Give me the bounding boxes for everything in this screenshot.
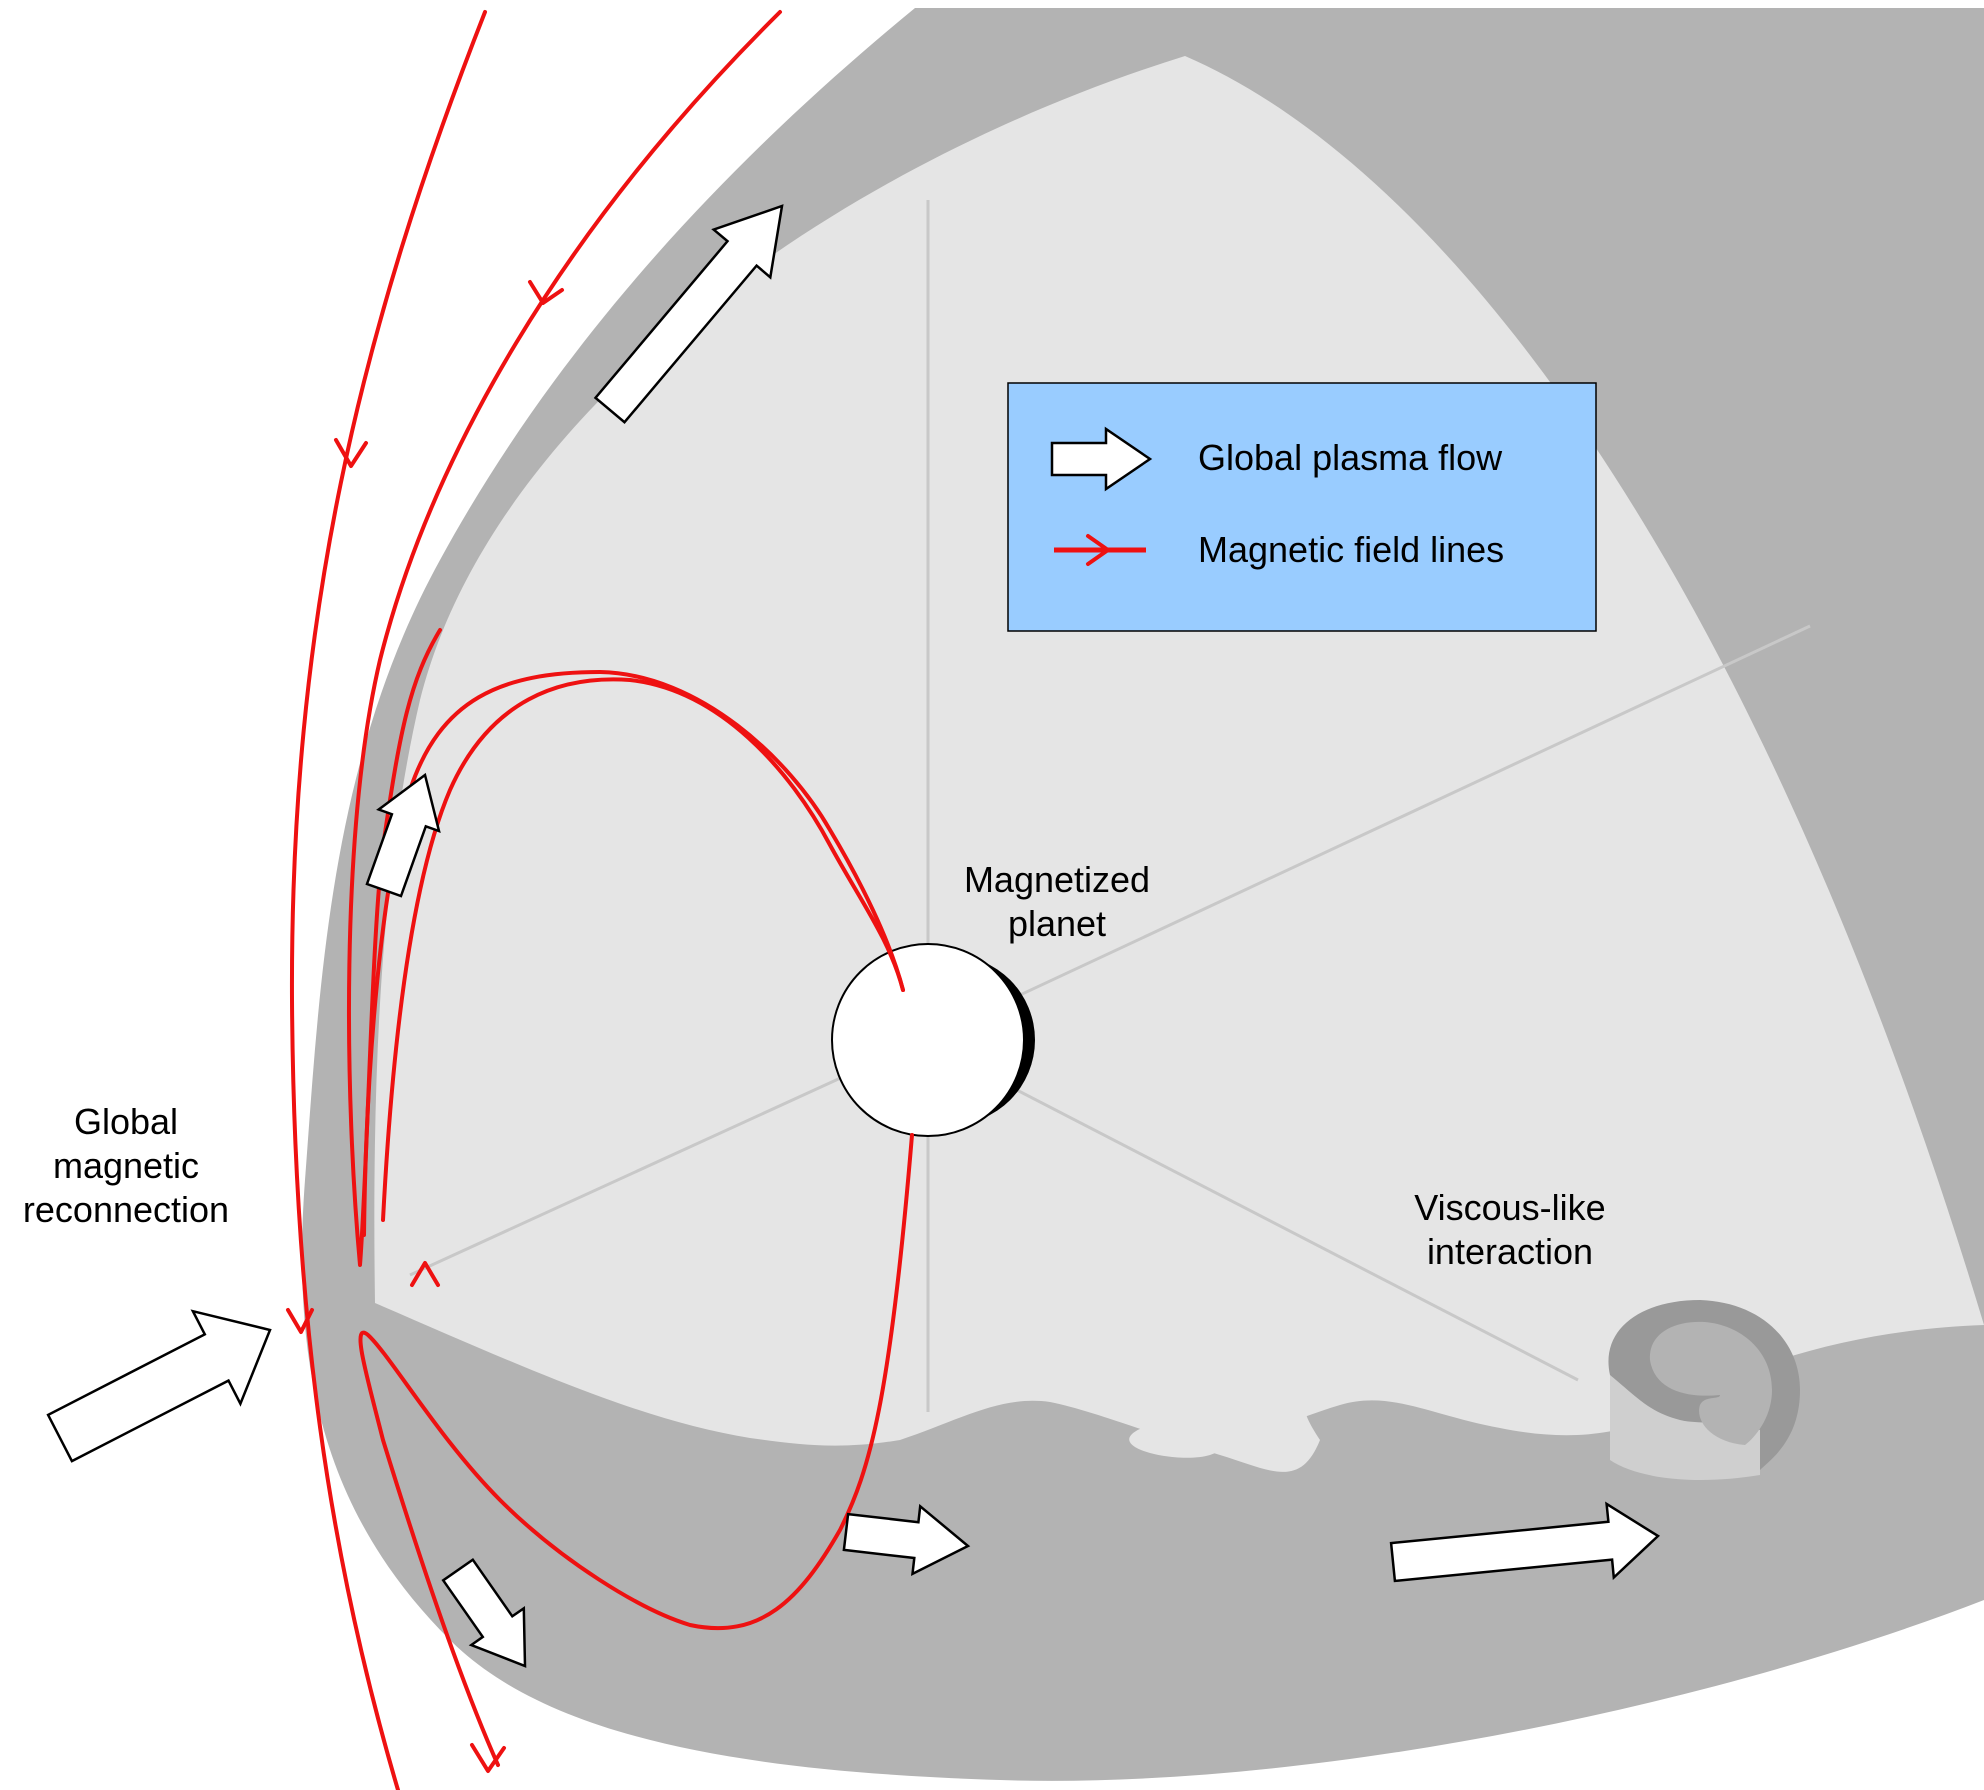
planet-label: Magnetized planet — [964, 859, 1150, 944]
reconnection-label-line3: reconnection — [23, 1189, 229, 1230]
legend: Global plasma flow Magnetic field lines — [1007, 382, 1597, 632]
viscous-label: Viscous-like interaction — [1414, 1187, 1605, 1272]
flow-arrow-lower-flank — [441, 1557, 527, 1668]
field-chevron-1 — [528, 280, 564, 305]
viscous-label-line2: interaction — [1427, 1231, 1593, 1272]
legend-flow-label: Global plasma flow — [1198, 437, 1503, 478]
flow-arrow-left-flank — [365, 772, 441, 898]
legend-box — [1007, 382, 1597, 632]
flow-arrow-solar-wind — [46, 1309, 272, 1463]
field-chevron-5 — [470, 1743, 506, 1773]
vortex-roll-icon — [1608, 1300, 1800, 1480]
field-chevron-2 — [334, 438, 368, 468]
field-line-inner-upper — [381, 677, 905, 1222]
field-line-outer-upper — [362, 670, 905, 1237]
legend-flow-icon — [1050, 426, 1153, 492]
legend-field-label: Magnetic field lines — [1198, 529, 1504, 570]
field-line-lower-sweep — [358, 1133, 914, 1767]
legend-flow-arrow — [1050, 426, 1153, 492]
reconnection-label-line1: Global — [74, 1101, 178, 1142]
reconnection-label-line2: magnetic — [53, 1145, 199, 1186]
field-chevron-3 — [286, 1308, 314, 1334]
magnetosphere-cavity — [374, 56, 1984, 1472]
axis-lower-right — [954, 1056, 1579, 1382]
flow-arrow-upper-flank — [593, 204, 784, 424]
viscous-label-line1: Viscous-like — [1414, 1187, 1605, 1228]
planet-icon — [831, 943, 1035, 1137]
field-line-far-left — [289, 10, 487, 1790]
flow-arrow-tail-near — [842, 1503, 971, 1577]
field-chevron-4 — [410, 1261, 440, 1287]
planet-label-line1: Magnetized — [964, 859, 1150, 900]
plasma-flow-arrows — [46, 204, 1661, 1668]
reconnection-label: Global magnetic reconnection — [23, 1101, 229, 1230]
axis-upper-right — [927, 624, 1811, 1040]
flow-arrow-tail-far — [1389, 1501, 1661, 1583]
legend-field-icon — [1054, 534, 1146, 566]
planet-label-line2: planet — [1008, 903, 1106, 944]
field-direction-markers — [286, 280, 564, 1773]
